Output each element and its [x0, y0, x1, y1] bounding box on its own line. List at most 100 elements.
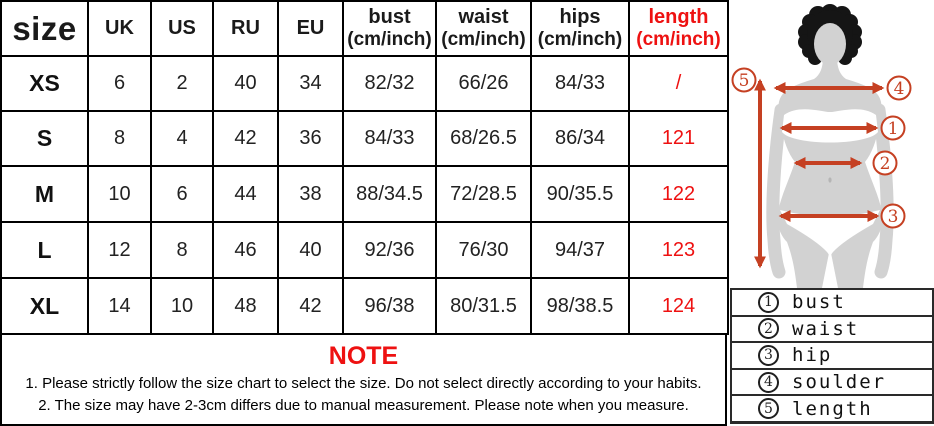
header-hips-unit: (cm/inch) [537, 29, 623, 51]
header-us: US [150, 0, 214, 57]
figure-markers: 5 4 1 2 3 [731, 67, 912, 229]
legend-label: waist [792, 317, 860, 340]
svg-text:5: 5 [739, 71, 750, 91]
table-cell: 123 [628, 221, 729, 279]
table-cell: 36 [277, 110, 344, 167]
table-cell: 38 [277, 165, 344, 223]
header-bust-label: bust [368, 6, 411, 29]
note-title: NOTE [328, 341, 399, 370]
legend-label: length [792, 397, 873, 420]
table-cell: / [628, 55, 729, 112]
svg-text:4: 4 [894, 79, 905, 99]
marker-length: 5 [731, 67, 757, 93]
note-line-2: 2. The size may have 2-3cm differs due t… [38, 397, 689, 415]
table-cell: 121 [628, 110, 729, 167]
measurement-legend: 1 bust 2 waist 3 hip 4 soulder 5 length [730, 288, 934, 424]
measurement-panel: 5 4 1 2 3 [727, 0, 934, 426]
right-arm [872, 103, 894, 279]
table-cell: 72/28.5 [435, 165, 532, 223]
table-cell: 84/33 [530, 55, 630, 112]
left-arm [766, 103, 788, 279]
table-cell: 40 [212, 55, 279, 112]
header-waist-label: waist [458, 6, 509, 29]
legend-item-waist: 2 waist [730, 314, 934, 344]
leg-gap [822, 248, 838, 288]
table-cell: 82/32 [342, 55, 437, 112]
circled-number-icon: 5 [758, 398, 779, 420]
header-length-unit: (cm/inch) [636, 29, 721, 51]
table-cell: 98/38.5 [530, 277, 630, 335]
measurement-figure: 5 4 1 2 3 [731, 4, 912, 288]
table-row-m: M 10 6 44 38 88/34.5 72/28.5 90/35.5 122 [0, 165, 729, 223]
measure-arrows [754, 78, 885, 269]
header-hips: hips (cm/inch) [530, 0, 630, 57]
header-length: length (cm/inch) [628, 0, 729, 57]
svg-text:2: 2 [880, 154, 891, 174]
header-waist: waist (cm/inch) [435, 0, 532, 57]
table-cell: 42 [212, 110, 279, 167]
table-cell: 68/26.5 [435, 110, 532, 167]
header-uk: UK [87, 0, 152, 57]
table-cell: 34 [277, 55, 344, 112]
note-section: NOTE 1. Please strictly follow the size … [0, 335, 727, 426]
header-waist-unit: (cm/inch) [441, 29, 526, 51]
face [814, 23, 846, 65]
table-cell: 92/36 [342, 221, 437, 279]
size-label-cell: XS [0, 55, 89, 112]
table-row-s: S 8 4 42 36 84/33 68/26.5 86/34 121 [0, 110, 729, 167]
table-cell: 76/30 [435, 221, 532, 279]
circled-number-icon: 3 [758, 344, 779, 366]
table-row-l: L 12 8 46 40 92/36 76/30 94/37 123 [0, 221, 729, 279]
header-bust: bust (cm/inch) [342, 0, 437, 57]
bandeau-top [782, 109, 878, 143]
table-cell: 10 [87, 165, 152, 223]
size-label-cell: L [0, 221, 89, 279]
legend-label: bust [792, 291, 846, 314]
body-silhouette [766, 4, 894, 288]
table-cell: 46 [212, 221, 279, 279]
table-cell: 48 [212, 277, 279, 335]
marker-hip: 3 [880, 203, 906, 229]
table-cell: 80/31.5 [435, 277, 532, 335]
table-cell: 44 [212, 165, 279, 223]
header-size: size [0, 0, 89, 57]
legend-label: hip [792, 344, 833, 367]
legend-item-soulder: 4 soulder [730, 367, 934, 397]
table-cell: 6 [87, 55, 152, 112]
table-row-xs: XS 6 2 40 34 82/32 66/26 84/33 / [0, 55, 729, 112]
header-bust-unit: (cm/inch) [347, 29, 432, 51]
table-cell: 40 [277, 221, 344, 279]
circled-number-icon: 1 [758, 291, 779, 313]
header-eu: EU [277, 0, 344, 57]
table-cell: 42 [277, 277, 344, 335]
header-ru: RU [212, 0, 279, 57]
legend-label: soulder [792, 371, 887, 394]
table-cell: 14 [87, 277, 152, 335]
svg-text:1: 1 [888, 119, 899, 139]
table-cell: 86/34 [530, 110, 630, 167]
table-cell: 2 [150, 55, 214, 112]
marker-bust: 1 [880, 115, 906, 141]
navel [828, 177, 832, 183]
header-length-label: length [648, 6, 709, 29]
table-cell: 66/26 [435, 55, 532, 112]
table-cell: 4 [150, 110, 214, 167]
size-label-cell: S [0, 110, 89, 167]
table-row-xl: XL 14 10 48 42 96/38 80/31.5 98/38.5 124 [0, 277, 729, 335]
marker-waist: 2 [872, 150, 898, 176]
table-cell: 88/34.5 [342, 165, 437, 223]
table-cell: 124 [628, 277, 729, 335]
table-cell: 90/35.5 [530, 165, 630, 223]
circled-number-icon: 4 [758, 371, 779, 393]
table-cell: 122 [628, 165, 729, 223]
circled-number-icon: 2 [758, 318, 779, 340]
legend-item-bust: 1 bust [730, 288, 934, 317]
svg-text:3: 3 [888, 207, 899, 227]
legend-item-length: 5 length [730, 394, 934, 424]
size-chart-panel: size UK US RU EU bust (cm/inch) waist (c… [0, 0, 729, 426]
table-cell: 6 [150, 165, 214, 223]
size-chart-table: size UK US RU EU bust (cm/inch) waist (c… [0, 0, 729, 335]
table-cell: 8 [87, 110, 152, 167]
table-cell: 8 [150, 221, 214, 279]
